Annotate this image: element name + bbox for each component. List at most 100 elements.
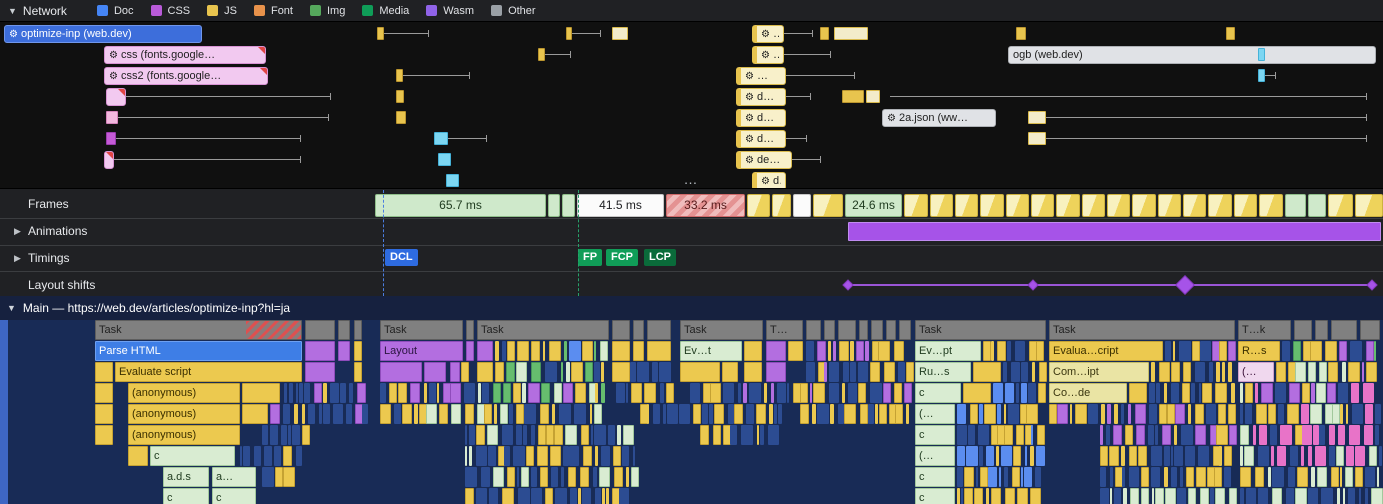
flame-bar[interactable] xyxy=(1013,446,1021,466)
task-bar[interactable]: T… xyxy=(766,320,803,340)
flame-bar[interactable] xyxy=(466,341,474,361)
flame-bar[interactable] xyxy=(1352,404,1363,424)
flame-bar[interactable] xyxy=(1152,488,1154,504)
flame-bar[interactable] xyxy=(991,488,1001,504)
flame-bar[interactable] xyxy=(516,404,524,424)
flame-bar[interactable] xyxy=(489,488,498,504)
frame-box[interactable] xyxy=(1308,194,1326,217)
task-bar[interactable] xyxy=(824,320,835,340)
flame-bar[interactable] xyxy=(469,446,472,466)
flame-bar[interactable] xyxy=(308,404,315,424)
flame-bar[interactable] xyxy=(1313,425,1319,445)
flame-bar[interactable] xyxy=(1106,425,1110,445)
frame-box[interactable] xyxy=(1355,194,1383,217)
flame-bar[interactable] xyxy=(551,467,558,487)
flame-bar[interactable] xyxy=(333,404,343,424)
flame-bar[interactable] xyxy=(288,425,291,445)
flame-bar[interactable] xyxy=(294,404,298,424)
timing-marker-dcl[interactable]: DCL xyxy=(385,249,418,266)
flame-bar[interactable] xyxy=(894,383,902,403)
flame-bar[interactable] xyxy=(1026,404,1038,424)
flame-bar[interactable] xyxy=(812,404,816,424)
flame-bar[interactable] xyxy=(1276,362,1286,382)
flame-bar[interactable] xyxy=(1240,488,1244,504)
flame-bar[interactable] xyxy=(619,488,629,504)
flame-bar[interactable] xyxy=(481,467,490,487)
flame-bar[interactable] xyxy=(1364,425,1373,445)
flame-bar[interactable] xyxy=(1177,488,1186,504)
flame-bar[interactable] xyxy=(653,404,660,424)
flame-bar[interactable]: c xyxy=(163,488,209,504)
flame-bar[interactable] xyxy=(813,383,825,403)
flame-bar[interactable] xyxy=(839,341,849,361)
flame-bar[interactable] xyxy=(1295,362,1306,382)
flame-bar[interactable] xyxy=(1336,446,1344,466)
flame-bar[interactable] xyxy=(1107,404,1111,424)
flame-bar[interactable] xyxy=(296,383,298,403)
flame-bar[interactable] xyxy=(284,383,287,403)
flame-bar[interactable]: c xyxy=(915,383,961,403)
flame-bar[interactable] xyxy=(1215,488,1225,504)
flame-bar[interactable] xyxy=(243,446,250,466)
flame-bar[interactable] xyxy=(493,467,504,487)
flame-bar[interactable] xyxy=(870,362,880,382)
flame-bar[interactable]: Evalua…cript xyxy=(1049,341,1163,361)
flame-bar[interactable] xyxy=(1365,404,1373,424)
flame-bar[interactable] xyxy=(1199,383,1201,403)
flame-bar[interactable] xyxy=(1129,467,1139,487)
flame-bar[interactable] xyxy=(1228,341,1236,361)
flame-bar[interactable] xyxy=(1319,425,1325,445)
flame-bar[interactable] xyxy=(1224,446,1232,466)
flame-bar[interactable]: Ru…s xyxy=(915,362,971,382)
flame-bar[interactable] xyxy=(540,404,549,424)
flame-bar[interactable] xyxy=(806,362,815,382)
flame-bar[interactable] xyxy=(856,341,864,361)
flame-bar[interactable] xyxy=(1302,383,1310,403)
flame-bar[interactable] xyxy=(997,404,1001,424)
flame-bar[interactable] xyxy=(357,383,366,403)
frame-box[interactable] xyxy=(1006,194,1029,217)
flame-bar[interactable] xyxy=(1202,383,1212,403)
flame-bar[interactable] xyxy=(1030,488,1041,504)
flame-bar[interactable] xyxy=(1219,446,1222,466)
flame-bar[interactable] xyxy=(616,383,625,403)
network-timing-bar[interactable] xyxy=(612,27,628,40)
layout-shift-diamond[interactable] xyxy=(1175,275,1195,295)
flame-bar[interactable]: c xyxy=(212,488,256,504)
flame-bar[interactable] xyxy=(601,362,604,382)
flame-bar[interactable] xyxy=(764,383,767,403)
flame-bar[interactable] xyxy=(968,425,975,445)
task-bar[interactable] xyxy=(859,320,868,340)
flame-bar[interactable] xyxy=(1359,488,1361,504)
network-timing-bar[interactable] xyxy=(438,153,451,166)
flame-bar[interactable] xyxy=(1196,467,1206,487)
flame-bar[interactable] xyxy=(1114,488,1121,504)
flame-bar[interactable] xyxy=(1271,446,1274,466)
flame-bar[interactable] xyxy=(254,446,261,466)
flame-bar[interactable] xyxy=(1362,362,1364,382)
flame-bar[interactable] xyxy=(563,446,569,466)
flame-bar[interactable] xyxy=(1379,446,1382,466)
flame-bar[interactable] xyxy=(516,362,527,382)
frame-box[interactable] xyxy=(1082,194,1105,217)
flame-bar[interactable] xyxy=(95,404,113,424)
flame-bar[interactable] xyxy=(957,488,960,504)
flame-bar[interactable] xyxy=(1345,467,1353,487)
flame-bar[interactable] xyxy=(1188,404,1191,424)
flame-bar[interactable] xyxy=(1375,425,1379,445)
flame-bar[interactable] xyxy=(574,404,586,424)
flame-bar[interactable] xyxy=(128,446,148,466)
flame-bar[interactable] xyxy=(986,446,994,466)
flame-bar[interactable] xyxy=(1288,467,1295,487)
flame-bar[interactable] xyxy=(1293,341,1301,361)
flame-bar[interactable] xyxy=(1315,446,1326,466)
flame-bar[interactable] xyxy=(1141,488,1149,504)
task-bar[interactable] xyxy=(612,320,630,340)
flame-bar[interactable] xyxy=(1174,425,1177,445)
flame-bar[interactable] xyxy=(518,488,530,504)
task-bar[interactable]: Task xyxy=(915,320,1046,340)
flame-bar[interactable] xyxy=(613,446,621,466)
flame-bar[interactable]: Parse HTML xyxy=(95,341,302,361)
flame-bar[interactable] xyxy=(1004,425,1013,445)
flame-bar[interactable] xyxy=(1015,341,1025,361)
